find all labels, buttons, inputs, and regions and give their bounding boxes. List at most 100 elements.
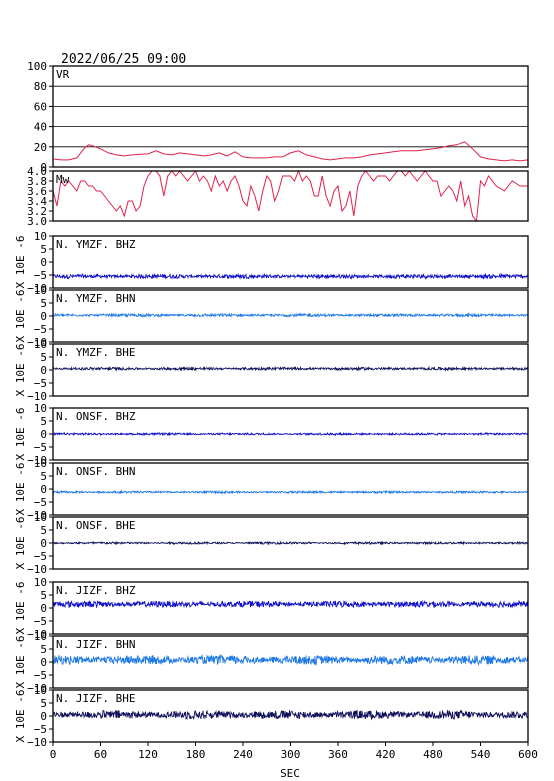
- panel-label: N. ONSF. BHE: [56, 519, 135, 532]
- y-tick-label: 3.4: [27, 195, 47, 208]
- x-tick-label: 180: [186, 748, 206, 761]
- panel-label: N. YMZF. BHE: [56, 346, 135, 359]
- series-line: [52, 312, 529, 318]
- panel-vr: 0 20 40 60 80 100 VR: [27, 60, 529, 174]
- y-tick-label: 10: [34, 284, 47, 297]
- y-tick-label: −10: [27, 390, 47, 403]
- y-tick-label: 5: [40, 470, 47, 483]
- x-tick-label: 120: [138, 748, 158, 761]
- y-tick-label: 0: [40, 364, 47, 377]
- y-tick-label: 5: [40, 524, 47, 537]
- y-tick-label: −10: [27, 282, 47, 295]
- x-tick-label: 360: [328, 748, 348, 761]
- x-tick-label: 480: [423, 748, 443, 761]
- y-tick-label: 0: [40, 656, 47, 669]
- y-axis-label: X 10E -6: [14, 690, 27, 743]
- y-axis-label: X 10E -6: [14, 236, 27, 289]
- y-tick-label: 0: [40, 483, 47, 496]
- y-axis-label: X 10E -6: [14, 290, 27, 343]
- y-tick-label: 10: [34, 338, 47, 351]
- x-tick-label: 600: [518, 748, 538, 761]
- y-axis-label: X 10E -6: [14, 636, 27, 689]
- y-tick-label: 10: [34, 684, 47, 697]
- y-tick-label: 40: [34, 121, 47, 134]
- x-tick-label: 60: [94, 748, 107, 761]
- y-tick-label: −10: [27, 682, 47, 695]
- y-axis-label: X 10E -6: [14, 408, 27, 461]
- y-tick-label: 5: [40, 643, 47, 656]
- x-axis: 0 60 120 180 240 300 360 420 480 540 600: [50, 742, 538, 761]
- y-tick-label: −10: [27, 454, 47, 467]
- y-tick-label: −10: [27, 509, 47, 522]
- panel-label: N. JIZF. BHE: [56, 692, 135, 705]
- y-axis-label: X 10E -6: [14, 517, 27, 570]
- panel-frame: [52, 170, 529, 222]
- panel-label: N. ONSF. BHZ: [56, 410, 136, 423]
- panel-label: N. YMZF. BHZ: [56, 238, 136, 251]
- y-tick-label: −5: [34, 496, 47, 509]
- y-tick-label: 0: [40, 602, 47, 615]
- series-line: [52, 599, 529, 609]
- y-tick-label: 0: [40, 256, 47, 269]
- panel-label: N. YMZF. BHN: [56, 292, 135, 305]
- y-tick-label: −5: [34, 615, 47, 628]
- y-tick-label: −5: [34, 323, 47, 336]
- y-tick-label: −5: [34, 723, 47, 736]
- y-tick-label: 10: [34, 402, 47, 415]
- y-tick-label: 3.0: [27, 215, 47, 228]
- y-tick-label: 5: [40, 415, 47, 428]
- series-line: [52, 272, 529, 281]
- y-tick-label: −5: [34, 550, 47, 563]
- y-tick-label: 80: [34, 80, 47, 93]
- panel-label: Mw: [56, 173, 70, 186]
- y-tick-label: 5: [40, 697, 47, 710]
- y-tick-label: 10: [34, 511, 47, 524]
- y-tick-label: −5: [34, 441, 47, 454]
- x-tick-label: 240: [233, 748, 253, 761]
- y-tick-label: 5: [40, 589, 47, 602]
- y-tick-label: −10: [27, 628, 47, 641]
- y-tick-label: 10: [34, 457, 47, 470]
- y-tick-label: 3.2: [27, 205, 47, 218]
- y-axis-label: X 10E -6: [14, 582, 27, 635]
- y-tick-label: −10: [27, 563, 47, 576]
- y-tick-label: 100: [27, 60, 47, 73]
- y-tick-label: 0: [40, 161, 47, 174]
- y-tick-label: 3.6: [27, 185, 47, 198]
- panel-label: N. JIZF. BHN: [56, 638, 135, 651]
- y-tick-label: 0: [40, 428, 47, 441]
- panel-label: VR: [56, 68, 70, 81]
- series-line: [52, 431, 529, 437]
- y-tick-label: 5: [40, 297, 47, 310]
- x-tick-label: 0: [50, 748, 57, 761]
- y-tick-label: −10: [27, 336, 47, 349]
- x-tick-label: 300: [281, 748, 301, 761]
- y-tick-label: −5: [34, 669, 47, 682]
- y-axis-label: X 10E -6: [14, 463, 27, 516]
- y-tick-label: 5: [40, 351, 47, 364]
- series-line: [52, 540, 529, 546]
- panels: 020406080100VR3.03.23.43.63.84.0Mw−10−50…: [14, 60, 529, 749]
- y-axis-label: X 10E -6: [14, 344, 27, 397]
- panel-frame: [52, 65, 529, 168]
- series-line: [52, 709, 529, 721]
- series-line: [52, 489, 529, 495]
- x-tick-label: 540: [471, 748, 491, 761]
- y-tick-label: 3.8: [27, 175, 47, 188]
- panel-label: N. ONSF. BHN: [56, 465, 135, 478]
- series-line: [52, 653, 529, 667]
- y-tick-label: 10: [34, 630, 47, 643]
- panel-mw: 3.03.23.43.63.84.0 Mw: [27, 165, 529, 228]
- y-tick-label: 10: [34, 230, 47, 243]
- y-tick-label: 60: [34, 100, 47, 113]
- y-tick-label: 0: [40, 537, 47, 550]
- series-line: [52, 141, 529, 162]
